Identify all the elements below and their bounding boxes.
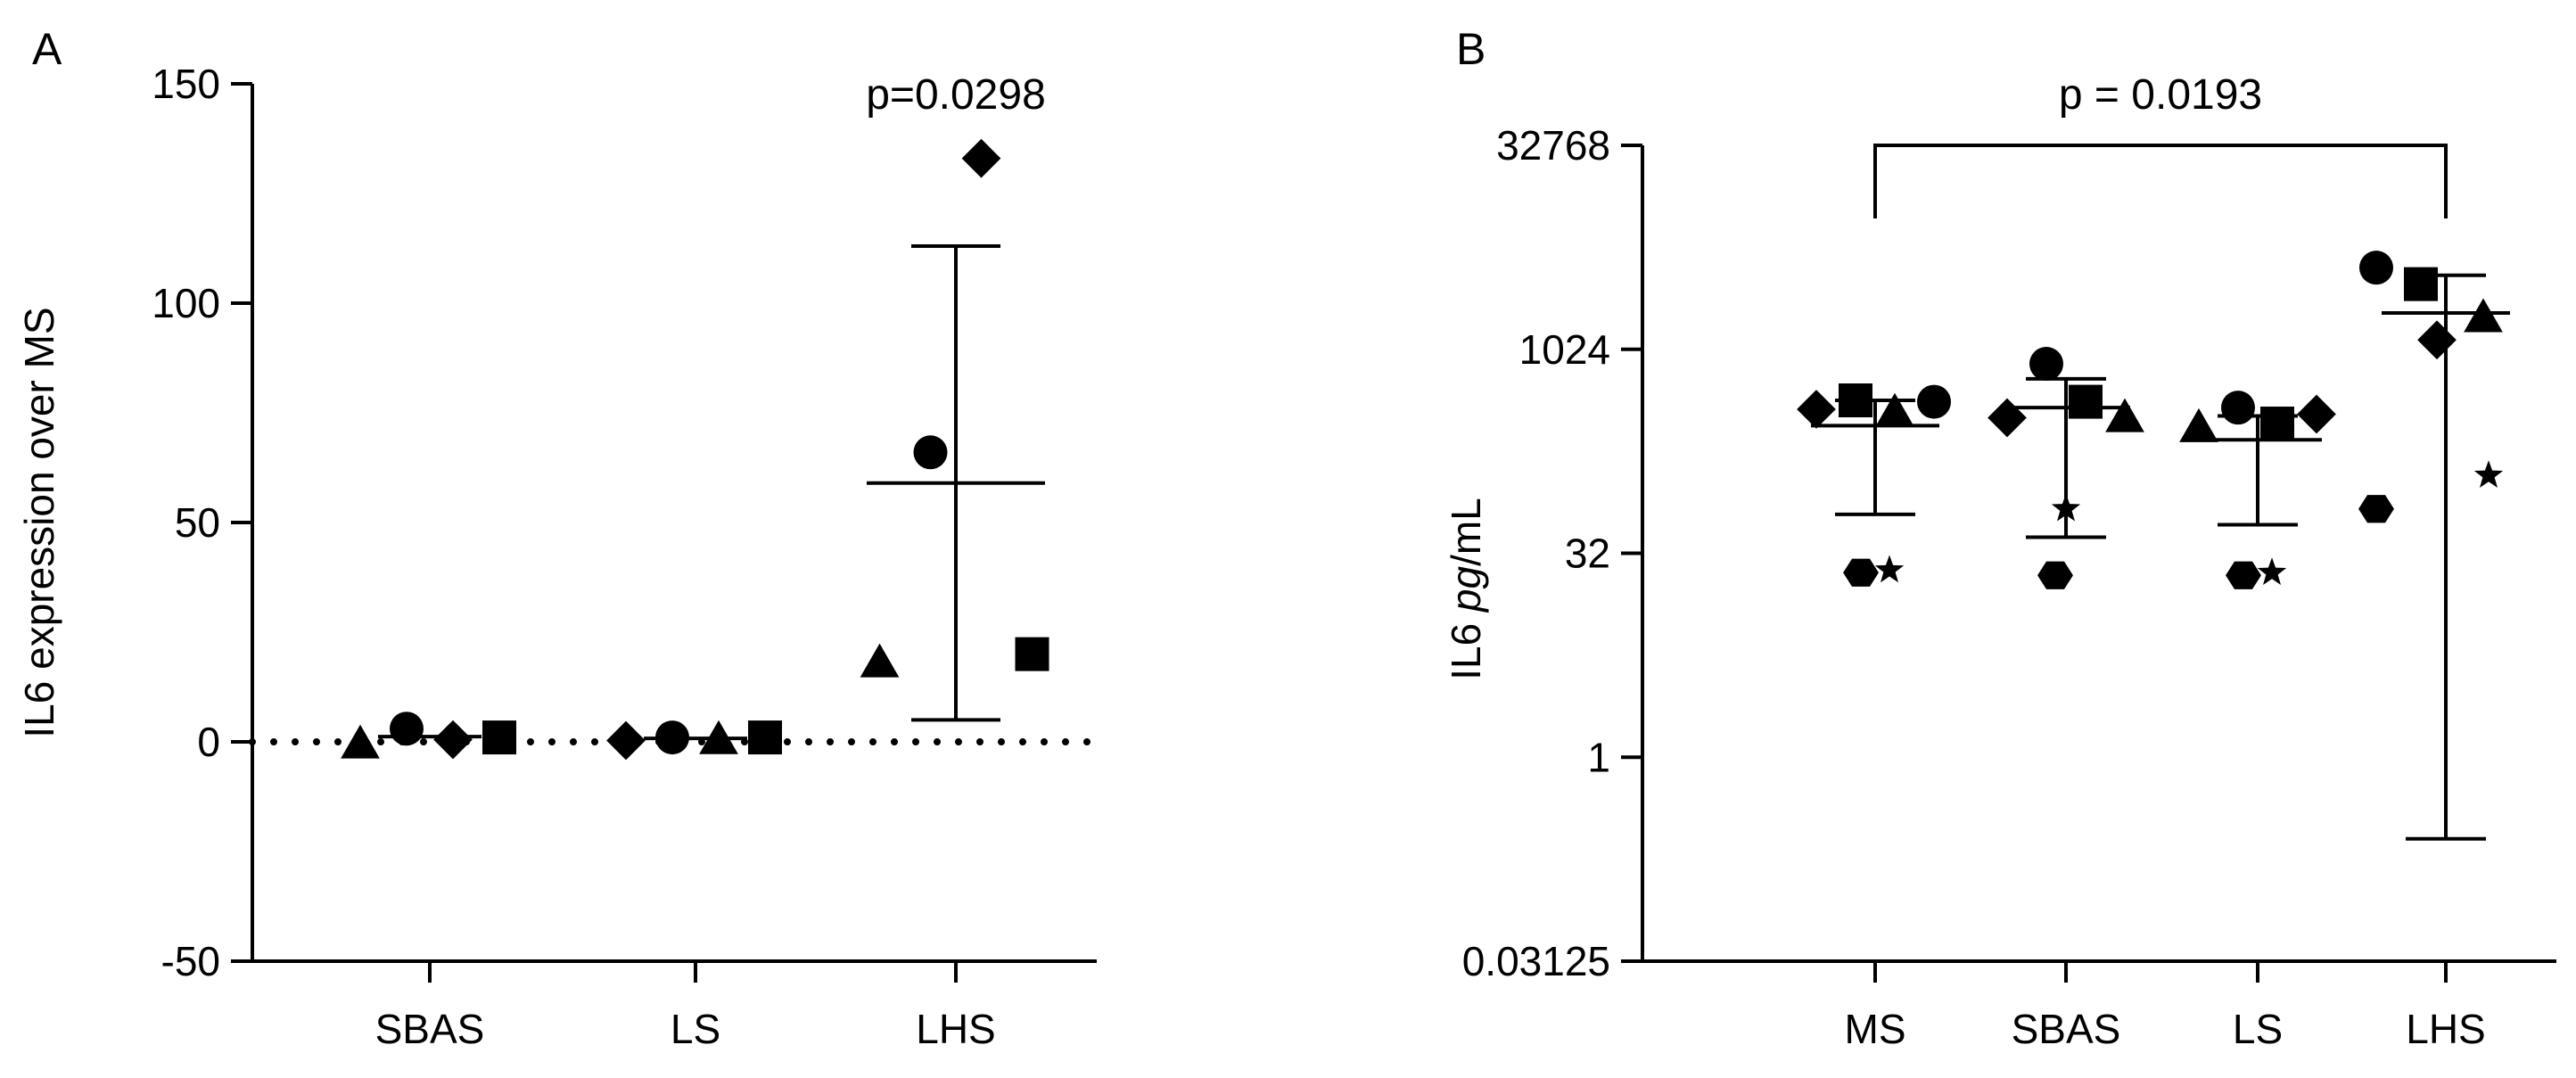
panel-b-point-circle <box>2359 251 2393 285</box>
panel-b-p-value: p = 0.0193 <box>2059 71 2262 119</box>
panel-b-point-hexagon <box>1843 558 1879 587</box>
panel-a-point-triangle <box>341 724 380 759</box>
panel-b-y-axis-title-unit: pg <box>1443 565 1489 613</box>
panel-a-point-diamond <box>433 720 473 760</box>
panel-b-point-star <box>1874 555 1905 583</box>
panel-b-point-square <box>2404 267 2438 301</box>
panel-a-point-circle <box>913 435 948 470</box>
panel-b-point-star <box>2051 493 2081 522</box>
panel-a-x-tick-label: SBAS <box>375 1006 485 1052</box>
panel-a-letter: A <box>32 24 62 74</box>
panel-b-y-axis-title-prefix: IL6 <box>1443 612 1489 680</box>
panel-a-point-circle <box>655 720 689 755</box>
panel-b-point-diamond <box>1797 390 1836 429</box>
panel-b-comparison-bracket <box>1873 144 2448 218</box>
panel-b-y-tick-label: 0.03125 <box>1462 938 1610 984</box>
panel-b-letter: B <box>1456 24 1486 74</box>
panel-b-y-axis-title: IL6 pg/mL <box>1443 498 1489 680</box>
panel-b-y-axis-title-suffix: /mL <box>1443 498 1489 566</box>
panel-b-point-square <box>1839 383 1872 418</box>
panel-b: B 0.03125 1 32 1024 32768 MS SBAS LS LHS IL6 pg/mL… <box>1443 24 2556 1052</box>
panel-b-point-triangle <box>2464 298 2503 333</box>
panel-b-point-circle <box>2221 391 2255 425</box>
panel-b-x-tick-label: SBAS <box>2012 1006 2121 1052</box>
panel-a-x-tick-label: LS <box>671 1006 720 1052</box>
panel-b-point-star <box>2257 557 2287 586</box>
panel-b-point-square <box>2069 384 2103 419</box>
panel-b-point-hexagon <box>2226 561 2261 589</box>
panel-a-point-diamond <box>961 138 1001 178</box>
panel-a-y-axis-title: IL6 expression over MS <box>16 307 62 737</box>
panel-a-y-tick-label: 0 <box>197 719 220 765</box>
panel-b-point-triangle <box>2105 398 2144 432</box>
panel-b-point-diamond <box>1988 398 2027 438</box>
panel-b-x-tick-label: MS <box>1845 1006 1906 1052</box>
panel-a-point-triangle <box>699 720 738 754</box>
panel-a-p-value: p=0.0298 <box>866 71 1046 119</box>
panel-b-y-tick-label: 1 <box>1587 734 1610 780</box>
panel-a-point-diamond <box>606 720 646 761</box>
panel-b-point-hexagon <box>2037 561 2073 589</box>
panel-a-y-tick-label: -50 <box>161 938 220 984</box>
panel-b-point-circle <box>2029 347 2063 382</box>
panel-a-x-tick-label: LHS <box>916 1006 995 1052</box>
panel-b-point-triangle <box>2179 407 2218 442</box>
panel-b-point-hexagon <box>2358 495 2394 523</box>
panel-a-point-square <box>1015 637 1049 671</box>
panel-b-y-tick-label: 32768 <box>1496 122 1610 169</box>
panel-b-point-triangle <box>1875 392 1914 427</box>
panel-a-point-triangle <box>860 643 900 678</box>
panel-a-y-tick-label: 100 <box>152 280 220 326</box>
panel-b-point-square <box>2260 407 2294 441</box>
panel-a-y-tick-label: 150 <box>152 61 220 107</box>
panel-b-y-tick-label: 32 <box>1565 531 1610 577</box>
panel-b-x-tick-label: LHS <box>2406 1006 2485 1052</box>
panel-b-y-tick-label: 1024 <box>1519 326 1610 373</box>
panel-b-point-diamond <box>2417 320 2457 360</box>
panel-b-point-circle <box>1917 384 1951 419</box>
panel-a-point-square <box>748 720 782 755</box>
panel-b-x-tick-label: LS <box>2233 1006 2283 1052</box>
panel-b-point-diamond <box>2297 394 2336 434</box>
panel-b-point-star <box>2473 460 2504 489</box>
panel-a-y-tick-label: 50 <box>175 499 220 546</box>
panel-a-point-circle <box>390 712 424 746</box>
panel-a: A -50 0 50 100 150 SBAS LS LHS IL6 expression ove… <box>16 24 1100 1052</box>
panel-a-point-square <box>482 720 516 755</box>
